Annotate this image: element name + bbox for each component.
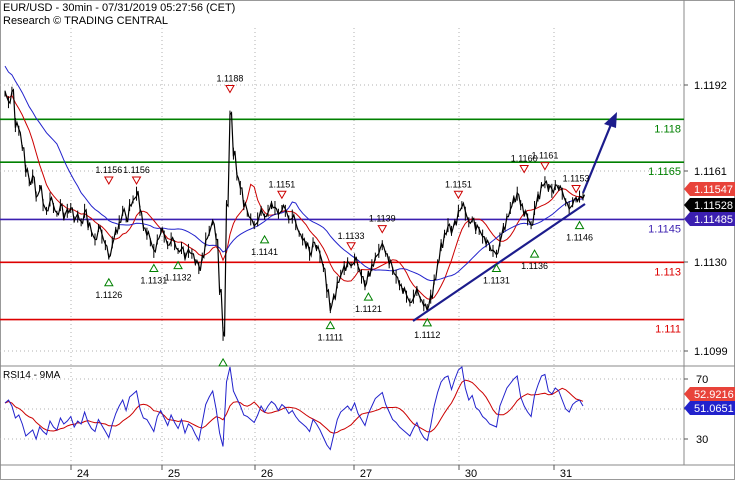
swing-high-marker	[346, 242, 356, 251]
swing-high-label: 1.1188	[217, 73, 244, 83]
rsi-tag-label: 52.9216	[694, 389, 734, 401]
price-tag-label: 1.11528	[694, 200, 733, 212]
level-label: 1.1145	[648, 223, 681, 235]
swing-high-marker	[519, 165, 530, 174]
price-tick-label: 1.1192	[694, 80, 727, 92]
time-tick-label: 27	[360, 468, 372, 480]
swing-markers: 1.1156 1.1156 1.1188 1.1151 1.1133 1.1139 1.11…	[95, 73, 593, 367]
ma-fast-line	[4, 93, 584, 301]
price-series	[4, 86, 586, 341]
swing-low-marker	[363, 292, 374, 301]
swing-high-marker	[277, 190, 287, 200]
swing-low-marker	[422, 317, 433, 327]
swing-low-label: 1.1132	[165, 273, 192, 283]
time-tick-label: 31	[560, 468, 572, 480]
swing-low-label: 1.1111	[318, 333, 344, 343]
time-tick-label: 30	[465, 468, 477, 480]
swing-low-marker	[148, 263, 159, 272]
swing-high-marker	[540, 162, 550, 171]
swing-low-label: 1.1126	[95, 290, 122, 300]
time-tick-label: 26	[261, 468, 273, 480]
swing-low-marker	[491, 263, 502, 272]
rsi-label: RSI14 - 9MA	[3, 370, 61, 381]
ma-slow-line	[4, 65, 584, 282]
swing-high-label: 1.1133	[338, 231, 365, 241]
time-axis: 24 25 26 27 30 31	[70, 465, 572, 480]
swing-high-label: 1.1151	[268, 179, 295, 189]
rsi-line	[4, 366, 584, 451]
projection-arrow-shaft	[581, 121, 614, 194]
rsi-ma-line	[4, 379, 584, 434]
swing-high-marker	[103, 176, 114, 185]
price-tick-label: 1.1161	[694, 166, 727, 178]
swing-high-marker	[225, 84, 235, 94]
trendline	[412, 112, 617, 322]
price-tick-label: 1.1099	[694, 346, 728, 358]
swing-low-label: 1.1141	[251, 247, 278, 257]
moving-averages	[4, 65, 584, 301]
rsi-tag	[684, 401, 735, 415]
support-resistance-levels: 1.118 1.1165 1.1145 1.113 1.111	[0, 118, 684, 336]
price-tag-label: 1.11547	[694, 184, 733, 196]
swing-low-marker	[218, 357, 228, 367]
price-axis: 1.1192 1.1161 1.1130 1.1099 1.11547 1.11528 1.…	[684, 80, 735, 358]
swing-high-marker	[377, 225, 388, 234]
swing-high-label: 1.1161	[531, 151, 558, 161]
rsi-tag-label: 51.0651	[694, 403, 734, 415]
price-tag	[684, 182, 735, 196]
swing-low-label: 1.1131	[483, 275, 510, 285]
swing-low-label: 1.1136	[521, 261, 548, 271]
price-tag	[684, 198, 735, 212]
rsi-tag	[684, 387, 735, 401]
swing-low-label: 1.1131	[140, 275, 167, 285]
rsi-tick-label: 30	[696, 434, 708, 446]
rsi-tick-label: 70	[696, 374, 708, 386]
swing-low-marker	[259, 234, 270, 244]
swing-low-label: 1.1121	[355, 304, 382, 314]
swing-high-label: 1.1156	[123, 165, 150, 175]
time-tick-label: 25	[168, 468, 180, 480]
swing-high-marker	[571, 185, 581, 194]
time-tick-label: 24	[77, 468, 89, 480]
level-label: 1.118	[654, 123, 681, 135]
swing-high-label: 1.1156	[95, 165, 122, 175]
level-label: 1.111	[655, 324, 681, 336]
swing-low-marker	[574, 220, 585, 230]
price-tag-label: 1.11485	[694, 214, 733, 226]
swing-high-label: 1.1160	[511, 154, 538, 164]
swing-low-label: 1.1146	[566, 233, 593, 243]
chart-subtitle: Research © TRADING CENTRAL	[3, 15, 168, 27]
swing-low-marker	[529, 249, 540, 258]
projection-arrow-head	[604, 112, 617, 128]
price-tag	[684, 212, 735, 226]
swing-low-marker	[173, 260, 183, 270]
swing-low-label: 1.1112	[414, 330, 440, 340]
swing-high-label: 1.1151	[445, 179, 472, 189]
swing-low-marker	[325, 320, 336, 330]
swing-high-marker	[131, 176, 142, 185]
chart-title: EUR/USD - 30min - 07/31/2019 05:27:56 (C…	[3, 2, 235, 14]
price-tick-label: 1.1130	[694, 257, 727, 269]
swing-high-marker	[453, 190, 464, 200]
level-label: 1.1165	[648, 166, 681, 178]
uptrend-line	[412, 203, 586, 322]
swing-low-marker	[103, 277, 114, 287]
swing-high-label: 1.1153	[563, 174, 590, 184]
level-label: 1.113	[654, 266, 681, 278]
swing-high-label: 1.1139	[369, 214, 396, 224]
